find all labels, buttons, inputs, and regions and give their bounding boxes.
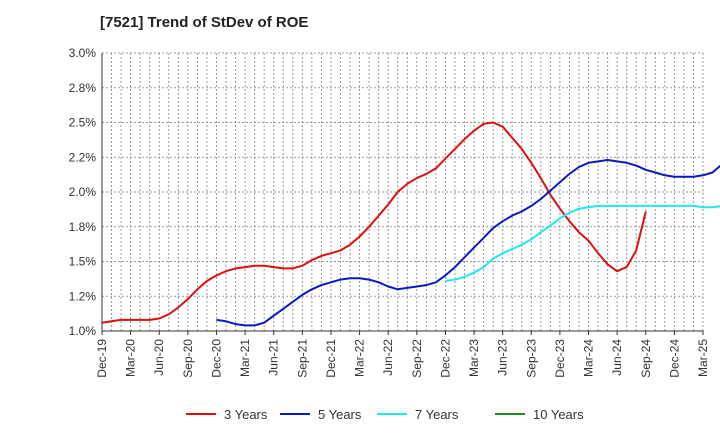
x-tick-label: Jun-20 bbox=[152, 339, 166, 376]
x-tick-label: Sep-22 bbox=[410, 339, 424, 378]
chart-title: [7521] Trend of StDev of ROE bbox=[100, 14, 308, 31]
x-tick-label: Mar-23 bbox=[467, 339, 481, 377]
x-tick-label: Mar-20 bbox=[124, 339, 138, 377]
y-tick-label: 2.8% bbox=[69, 81, 97, 95]
series-line-5-years bbox=[216, 159, 720, 327]
legend-label-5-years: 5 Years bbox=[318, 407, 362, 422]
x-tick-label: Mar-24 bbox=[582, 339, 596, 377]
x-tick-label: Mar-21 bbox=[238, 339, 252, 377]
x-tick-label: Dec-21 bbox=[324, 339, 338, 378]
x-tick-label: Dec-24 bbox=[667, 339, 681, 378]
y-tick-label: 1.8% bbox=[69, 220, 97, 234]
y-tick-label: 1.5% bbox=[69, 255, 97, 269]
y-tick-label: 2.5% bbox=[69, 116, 97, 130]
x-tick-label: Jun-22 bbox=[381, 339, 395, 376]
x-tick-label: Mar-25 bbox=[696, 339, 710, 377]
y-tick-label: 1.2% bbox=[69, 289, 97, 303]
series-line-7-years bbox=[445, 204, 720, 282]
y-tick-label: 2.2% bbox=[69, 150, 97, 164]
x-tick-label: Sep-21 bbox=[295, 339, 309, 378]
legend: 3 Years 5 Years 7 Years 10 Years bbox=[186, 407, 584, 422]
y-axis-ticks: 3.0% 2.8% 2.5% 2.2% 2.0% 1.8% 1.5% 1.2% 1.0% bbox=[69, 46, 97, 338]
x-tick-label: Sep-20 bbox=[181, 339, 195, 378]
x-axis-ticks: Dec-19 Mar-20 Jun-20 Sep-20 Dec-20 Mar-21 Jun-… bbox=[95, 331, 710, 378]
legend-label-3-years: 3 Years bbox=[224, 407, 268, 422]
series-line-3-years bbox=[101, 121, 647, 324]
y-tick-label: 3.0% bbox=[69, 46, 97, 60]
y-tick-label: 1.0% bbox=[69, 324, 97, 338]
x-tick-label: Jun-21 bbox=[267, 339, 281, 376]
x-tick-label: Mar-22 bbox=[353, 339, 367, 377]
x-tick-label: Dec-20 bbox=[209, 339, 223, 378]
series-lines bbox=[101, 121, 720, 327]
x-tick-label: Dec-23 bbox=[553, 339, 567, 378]
legend-label-10-years: 10 Years bbox=[533, 407, 584, 422]
legend-label-7-years: 7 Years bbox=[415, 407, 459, 422]
x-tick-label: Dec-19 bbox=[95, 339, 109, 378]
x-tick-label: Jun-23 bbox=[496, 339, 510, 376]
x-tick-label: Jun-24 bbox=[610, 339, 624, 376]
x-tick-label: Sep-24 bbox=[639, 339, 653, 378]
y-tick-label: 2.0% bbox=[69, 185, 97, 199]
x-tick-label: Dec-22 bbox=[438, 339, 452, 378]
x-tick-label: Sep-23 bbox=[524, 339, 538, 378]
grid bbox=[102, 52, 704, 331]
